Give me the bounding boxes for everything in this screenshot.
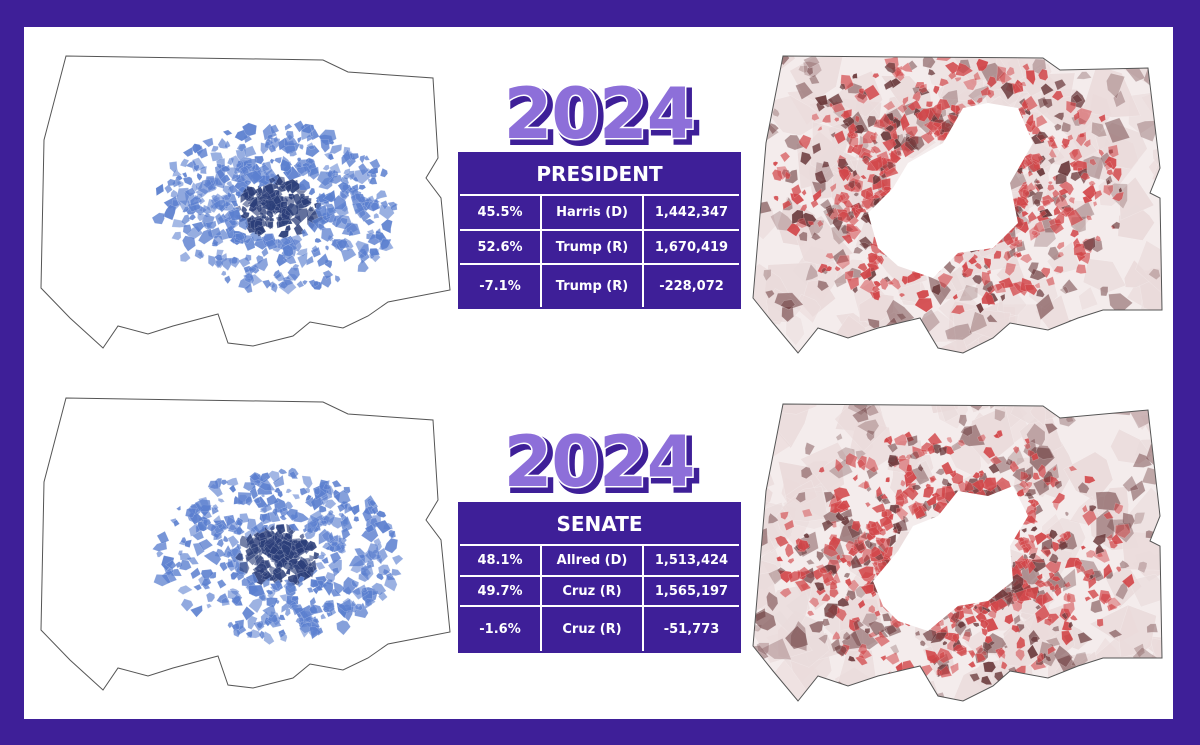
president-dem-map [38, 48, 458, 363]
pct-cell: 49.7% [460, 577, 542, 605]
senate-dem-map [38, 390, 458, 705]
senate-results-table: SENATE 48.1% Allred (D) 1,513,424 49.7% … [458, 502, 741, 653]
table-row: 45.5% Harris (D) 1,442,347 [460, 196, 739, 231]
senate-rep-map [748, 396, 1168, 711]
candidate-cell: Cruz (R) [542, 577, 644, 605]
president-year: 2024 2024 [458, 72, 741, 163]
table-row: 48.1% Allred (D) 1,513,424 [460, 546, 739, 577]
candidate-cell: Trump (R) [542, 231, 644, 263]
pct-cell: 52.6% [460, 231, 542, 263]
dem-precincts [151, 120, 399, 295]
votes-cell: 1,442,347 [654, 205, 729, 220]
svg-text:2024: 2024 [504, 421, 695, 503]
pct-cell: -1.6% [460, 607, 542, 651]
table-row: -1.6% Cruz (R) -51,773 [460, 607, 739, 651]
dem-precincts [152, 467, 404, 645]
president-results-table: PRESIDENT 45.5% Harris (D) 1,442,347 52.… [458, 152, 741, 309]
votes-cell: 1,565,197 [654, 583, 729, 599]
candidate-cell: Trump (R) [542, 265, 644, 307]
votes-cell: -51,773 [663, 621, 720, 637]
president-race-title: PRESIDENT [460, 154, 739, 196]
pct-cell: -7.1% [460, 265, 542, 307]
svg-text:2024: 2024 [508, 77, 699, 159]
pct-cell: 45.5% [460, 196, 542, 229]
votes-cell: 1,670,419 [654, 239, 729, 255]
table-row: 52.6% Trump (R) 1,670,419 [460, 231, 739, 265]
candidate-cell: Cruz (R) [542, 607, 644, 651]
table-row: 49.7% Cruz (R) 1,565,197 [460, 577, 739, 607]
candidate-cell: Harris (D) [542, 196, 644, 229]
president-rep-map [748, 48, 1168, 363]
votes-cell: -228,072 [659, 278, 724, 294]
votes-cell: 1,513,424 [654, 553, 729, 568]
pct-cell: 48.1% [460, 546, 542, 575]
candidate-cell: Allred (D) [542, 546, 644, 575]
senate-race-title: SENATE [460, 504, 739, 546]
senate-year: 2024 2024 [458, 420, 741, 511]
svg-text:2024: 2024 [508, 425, 699, 507]
svg-text:2024: 2024 [504, 73, 695, 155]
table-row: -7.1% Trump (R) -228,072 [460, 265, 739, 307]
